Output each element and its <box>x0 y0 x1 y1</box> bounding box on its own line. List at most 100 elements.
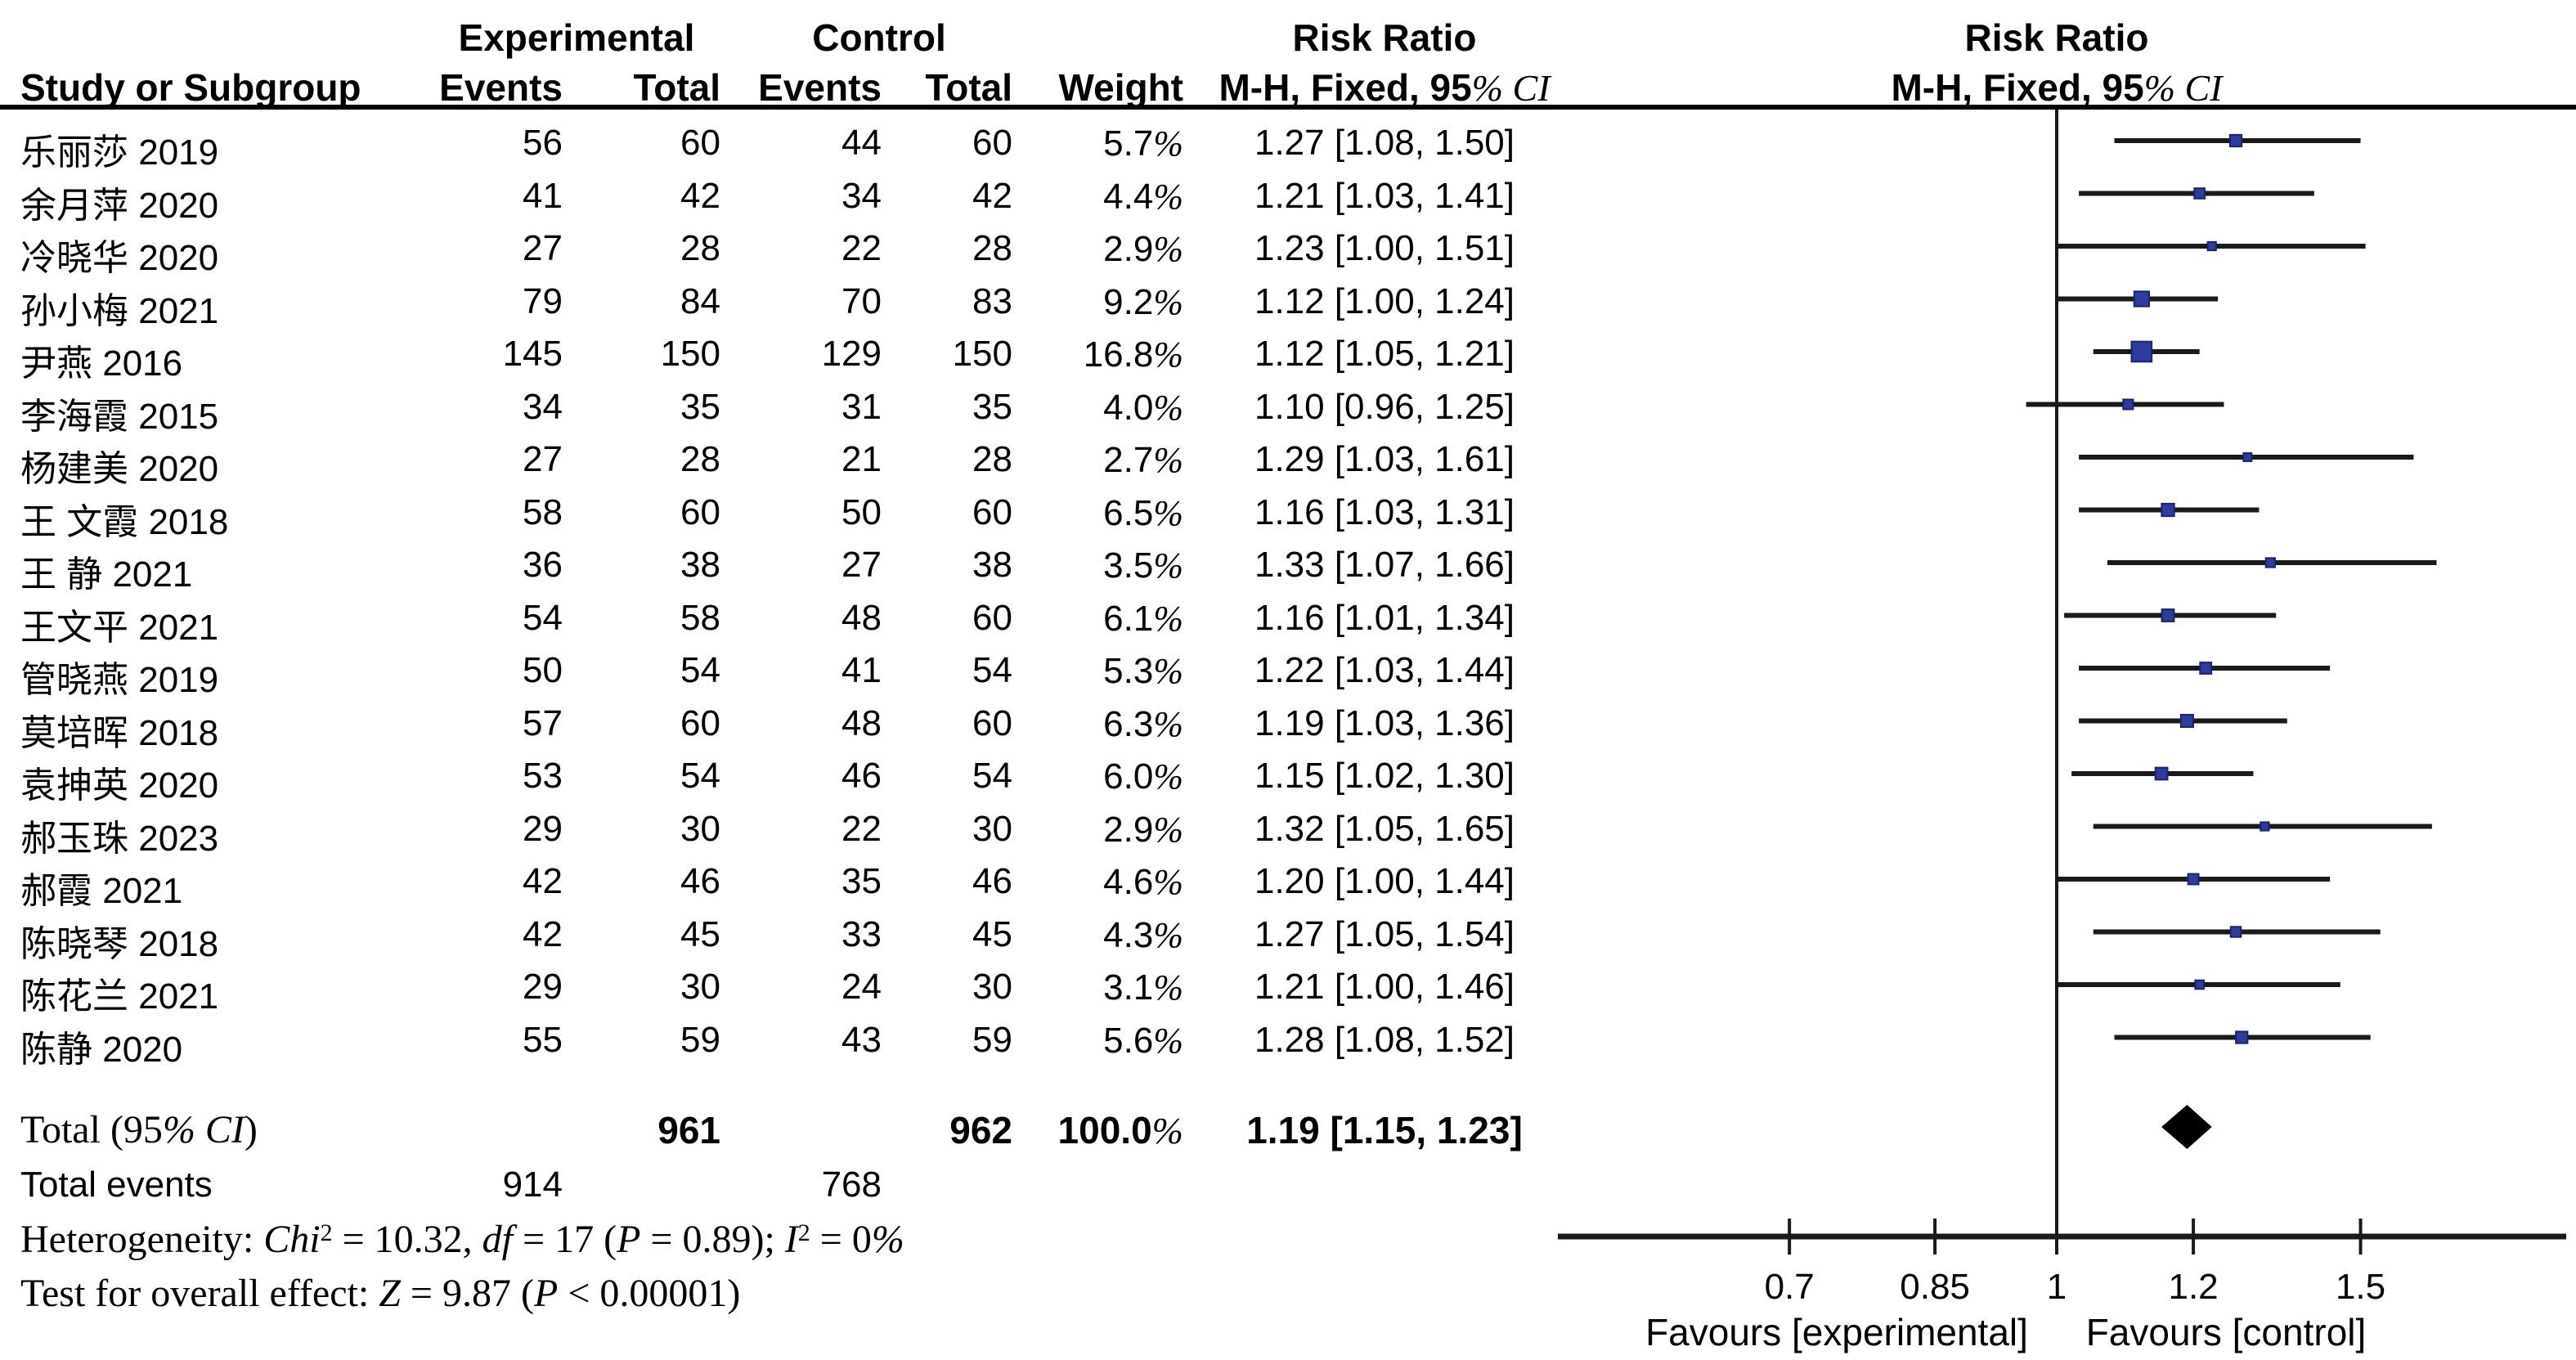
study-name: 余月萍 2020 <box>20 185 219 226</box>
text-run: < 0.00001) <box>558 1272 741 1315</box>
effect-square <box>2130 340 2153 363</box>
text-run: Test for overall effect: <box>20 1272 379 1315</box>
text-run: % <box>1151 1110 1183 1151</box>
weight-value: 5.6% <box>938 1020 1183 1062</box>
experimental-total: 45 <box>680 913 720 954</box>
total-ci: 1.19 [1.15, 1.23] <box>1246 1109 1523 1151</box>
total-label: Total (95% CI) <box>20 1107 258 1152</box>
percent-sign: % <box>1153 281 1183 322</box>
percent-sign: % <box>1153 651 1183 691</box>
ci-value: 1.22 [1.03, 1.44] <box>1254 650 1515 690</box>
control-events: 41 <box>841 650 882 690</box>
text-run: % CI <box>1471 67 1551 109</box>
tick-label: 1 <box>2047 1267 2067 1307</box>
effect-square <box>2235 1030 2249 1044</box>
effect-square <box>2206 240 2217 252</box>
header-experimental: Experimental <box>458 16 695 59</box>
weight-number: 5.6 <box>1103 1020 1154 1061</box>
ci-value: 1.20 [1.00, 1.44] <box>1254 861 1515 901</box>
experimental-events: 29 <box>523 967 563 1007</box>
experimental-events: 41 <box>523 175 563 216</box>
experimental-total: 46 <box>680 861 720 901</box>
control-total: 30 <box>972 967 1012 1007</box>
experimental-events: 79 <box>523 281 563 321</box>
weight-number: 4.3 <box>1103 914 1154 955</box>
effect-square <box>2199 662 2213 675</box>
experimental-events: 145 <box>502 334 563 374</box>
ci-value: 1.12 [1.05, 1.21] <box>1254 334 1515 374</box>
percent-sign: % <box>1153 176 1183 217</box>
effect-square <box>2154 766 2169 781</box>
weight-number: 5.7 <box>1103 123 1154 164</box>
effect-square <box>2161 502 2175 518</box>
control-total: 42 <box>972 175 1012 216</box>
effect-square <box>2122 398 2134 411</box>
ci-value: 1.23 [1.00, 1.51] <box>1254 228 1515 268</box>
ci-value: 1.27 [1.08, 1.50] <box>1254 123 1515 163</box>
effect-square <box>2179 713 2194 729</box>
weight-number: 6.3 <box>1103 703 1154 744</box>
effect-square <box>2260 821 2270 832</box>
study-name: 孙小梅 2021 <box>20 290 219 331</box>
weight-value: 4.4% <box>938 176 1183 218</box>
weight-value: 5.7% <box>938 123 1183 164</box>
text-run: Z <box>379 1272 401 1315</box>
tick-label: 1.2 <box>2168 1267 2218 1307</box>
experimental-total: 84 <box>680 281 720 321</box>
study-name: 尹燕 2016 <box>20 343 183 384</box>
text-run: Total (95 <box>20 1108 163 1151</box>
control-events: 48 <box>841 702 882 743</box>
experimental-events: 34 <box>523 386 563 427</box>
heterogeneity-line: Heterogeneity: Chi2 = 10.32, df = 17 (P … <box>20 1217 904 1262</box>
weight-value: 4.3% <box>938 914 1183 956</box>
weight-number: 5.3 <box>1103 651 1154 691</box>
study-name: 莫培晖 2018 <box>20 712 219 753</box>
weight-value: 2.9% <box>938 228 1183 270</box>
study-name: 陈晓琴 2018 <box>20 923 219 964</box>
experimental-events: 36 <box>523 545 563 585</box>
experimental-events: 42 <box>523 913 563 954</box>
weight-number: 3.1 <box>1103 967 1154 1008</box>
ci-value: 1.28 [1.08, 1.52] <box>1254 1019 1515 1060</box>
weight-value: 6.0% <box>938 756 1183 797</box>
ci-value: 1.21 [1.00, 1.46] <box>1254 967 1515 1007</box>
experimental-total: 54 <box>680 756 720 796</box>
control-total: 38 <box>972 545 1012 585</box>
effect-square <box>2161 608 2175 622</box>
experimental-total: 35 <box>680 386 720 427</box>
control-events: 48 <box>841 597 882 638</box>
study-name: 王文平 2021 <box>20 607 219 648</box>
weight-number: 4.0 <box>1103 387 1154 428</box>
control-events: 44 <box>841 123 882 163</box>
study-name: 管晓燕 2019 <box>20 660 219 700</box>
percent-sign: % <box>1153 967 1183 1008</box>
header-experimental-total: Total <box>633 66 720 109</box>
study-name: 杨建美 2020 <box>20 449 219 489</box>
ci-value: 1.10 [0.96, 1.25] <box>1254 386 1515 427</box>
text-run: 2 <box>797 1219 810 1246</box>
control-events: 34 <box>841 175 882 216</box>
experimental-total: 59 <box>680 1019 720 1060</box>
text-run: Chi <box>263 1218 321 1261</box>
text-run: = 0.89); <box>640 1218 785 1261</box>
summary-diamond <box>2161 1105 2212 1149</box>
percent-sign: % <box>1153 334 1183 375</box>
study-name: 陈花兰 2021 <box>20 976 219 1017</box>
control-events: 35 <box>841 861 882 901</box>
control-total: 54 <box>972 650 1012 690</box>
text-run: Heterogeneity: <box>20 1218 264 1261</box>
experimental-events: 57 <box>523 702 563 743</box>
experimental-events: 27 <box>523 439 563 479</box>
experimental-total: 60 <box>680 123 720 163</box>
study-name: 李海霞 2015 <box>20 396 219 437</box>
experimental-events: 50 <box>523 650 563 690</box>
favours-right-label: Favours [control] <box>2086 1311 2367 1353</box>
ci-value: 1.21 [1.03, 1.41] <box>1254 175 1515 216</box>
control-total: 59 <box>972 1019 1012 1060</box>
study-name: 王 文霞 2018 <box>20 501 229 542</box>
experimental-total: 54 <box>680 650 720 690</box>
text-run: df <box>482 1218 513 1261</box>
header-mh-fixed-ci-right: M-H, Fixed, 95% CI <box>1811 65 2302 110</box>
experimental-events: 55 <box>523 1019 563 1060</box>
experimental-events: 27 <box>523 228 563 268</box>
